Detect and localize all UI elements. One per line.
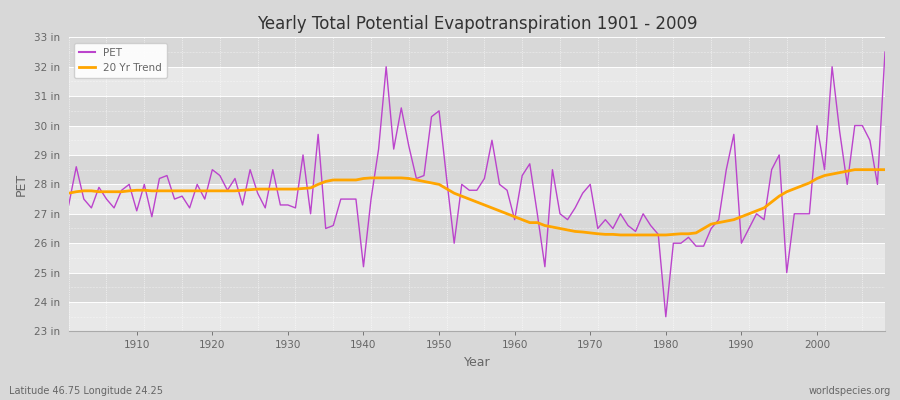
Bar — [68, 273, 885, 302]
Text: worldspecies.org: worldspecies.org — [809, 386, 891, 396]
Bar — [68, 67, 885, 96]
Bar — [68, 126, 885, 155]
Bar — [68, 37, 885, 67]
Title: Yearly Total Potential Evapotranspiration 1901 - 2009: Yearly Total Potential Evapotranspiratio… — [256, 15, 698, 33]
Bar — [68, 302, 885, 332]
Text: Latitude 46.75 Longitude 24.25: Latitude 46.75 Longitude 24.25 — [9, 386, 163, 396]
Legend: PET, 20 Yr Trend: PET, 20 Yr Trend — [74, 42, 167, 78]
Bar — [68, 243, 885, 273]
Y-axis label: PET: PET — [15, 173, 28, 196]
Bar — [68, 214, 885, 243]
Bar — [68, 184, 885, 214]
X-axis label: Year: Year — [464, 356, 490, 369]
Bar — [68, 155, 885, 184]
Bar — [68, 96, 885, 126]
